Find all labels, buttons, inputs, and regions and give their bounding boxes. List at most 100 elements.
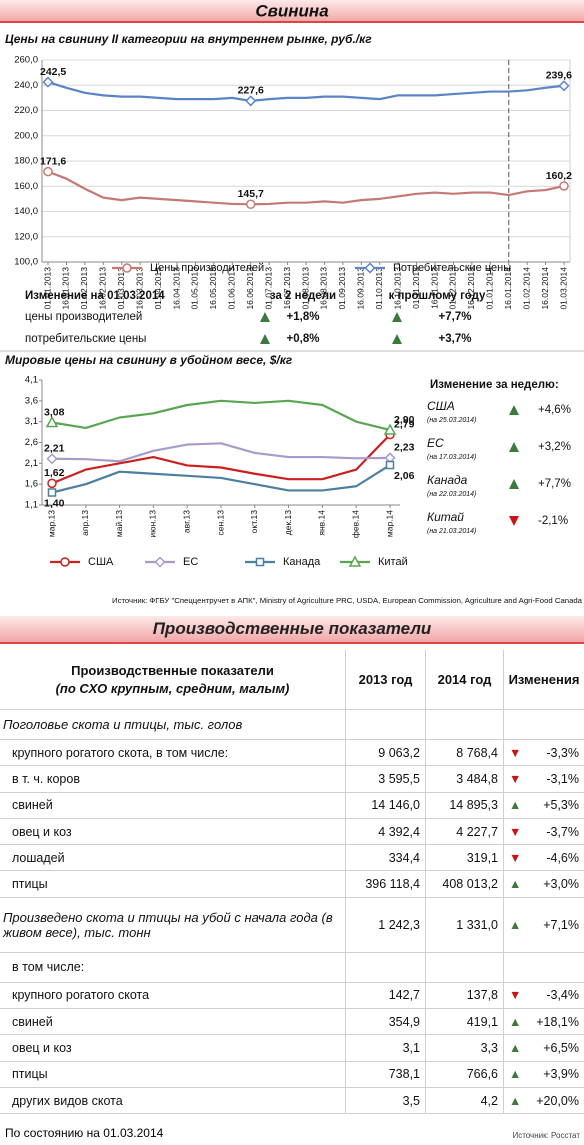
- charts-panel: Свинина Цены на свинину II категории на …: [0, 0, 584, 605]
- change-value: +3,0%: [543, 877, 579, 892]
- x-tick-label: дек.13: [283, 510, 293, 535]
- column-header: 2014 год: [437, 672, 492, 687]
- marker: [46, 453, 58, 465]
- arrow-up: [260, 334, 270, 344]
- change-value: +3,9%: [543, 1067, 579, 1082]
- value-cell: 14 895,3: [425, 792, 503, 818]
- arrow-up: ▲: [509, 798, 522, 813]
- weekly-name: ЕС: [427, 436, 444, 450]
- value-2014: 8 768,4: [456, 745, 498, 760]
- value-2013: 396 118,4: [365, 877, 420, 892]
- change-row-label: потребительские цены: [25, 333, 146, 345]
- weekly-date: (на 25.03.2014): [427, 417, 476, 424]
- table-row: птицы 738,1 766,6 ▲ +3,9%: [0, 1061, 584, 1088]
- x-tick-label: 01.02.2013: [79, 267, 89, 310]
- arrow-up: [509, 405, 519, 415]
- marker: [43, 166, 53, 177]
- data-label: 242,5: [40, 66, 66, 78]
- table-row: в том числе:: [0, 952, 584, 983]
- value-2013: 3,5: [402, 1093, 420, 1108]
- weekly-value: -2,1%: [538, 515, 568, 527]
- x-tick-label: 01.08.2013: [300, 267, 310, 310]
- x-tick-label: 16.05.2013: [208, 267, 218, 310]
- value-cell: 14 146,0: [345, 792, 425, 818]
- data-label: 1,40: [44, 497, 65, 509]
- x-tick-label: 16.02.2013: [98, 267, 108, 310]
- y-tick-label: 120,0: [14, 231, 38, 242]
- table: Производственные показатели (по СХО крупн…: [0, 650, 584, 1115]
- value-cell: 8 768,4: [425, 740, 503, 766]
- y-tick-label: 3,1: [25, 416, 38, 427]
- data-label: 227,6: [238, 85, 264, 97]
- row-label: других видов скота: [12, 1093, 123, 1108]
- arrow-up: ▲: [509, 1041, 522, 1056]
- x-tick-label: 16.01.2014: [503, 267, 513, 310]
- x-tick-label: мар.14: [384, 510, 394, 537]
- y-tick-label: 200,0: [14, 130, 38, 141]
- data-label: 160,2: [546, 170, 572, 182]
- change-value: -3,1%: [546, 771, 579, 786]
- row-label-cell: овец и коз: [0, 1035, 345, 1060]
- change-value: -4,6%: [546, 850, 579, 865]
- row-label: Произведено скота и птицы на убой с нача…: [3, 909, 333, 940]
- value-2014: 1 331,0: [456, 917, 498, 932]
- row-label: птицы: [12, 877, 48, 892]
- value-2014: 14 895,3: [449, 798, 498, 813]
- arrow-up: [260, 312, 270, 322]
- change-cell: ▼ -3,3%: [503, 740, 584, 766]
- change-value: +7,1%: [543, 917, 579, 932]
- arrow-up: [509, 479, 519, 489]
- value-2014: 3 484,8: [456, 771, 498, 786]
- x-tick-label: 01.01.2013: [42, 267, 52, 310]
- arrow-down: [509, 516, 519, 526]
- marker: [245, 95, 257, 107]
- value-cell: 3 595,5: [345, 766, 425, 792]
- x-tick-label: 01.11.2013: [411, 267, 421, 309]
- marker: [255, 557, 265, 567]
- chart-title: Мировые цены на свинину в убойном весе, …: [5, 353, 293, 367]
- x-tick-label: 16.10.2013: [392, 267, 402, 310]
- x-tick-label: апр.13: [80, 510, 90, 536]
- weekly-date: (на 17.03.2014): [427, 454, 476, 461]
- arrow-down: ▼: [509, 771, 522, 786]
- value-cell: [425, 952, 503, 982]
- value-cell: 1 331,0: [425, 897, 503, 952]
- y-tick-label: 140,0: [14, 206, 38, 217]
- change-cell: ▲ +3,0%: [503, 871, 584, 897]
- data-label: 3,08: [44, 406, 65, 418]
- change-cell: ▼ -3,7%: [503, 818, 584, 845]
- change-value: +1,8%: [287, 311, 320, 323]
- value-2013: 14 146,0: [371, 798, 420, 813]
- x-tick-label: янв.14: [317, 510, 327, 536]
- value-cell: 766,6: [425, 1061, 503, 1087]
- marker: [45, 415, 59, 428]
- data-label: 145,7: [238, 188, 264, 200]
- value-2014: 4 227,7: [456, 824, 498, 839]
- series-line: [51, 464, 391, 494]
- x-tick-label: 16.07.2013: [282, 267, 292, 310]
- marker: [42, 76, 54, 88]
- row-label-cell: крупного рогатого скота: [0, 983, 345, 1008]
- arrow-down: ▼: [509, 824, 522, 839]
- marker: [364, 262, 376, 274]
- x-tick-label: 16.12.2013: [466, 267, 476, 310]
- table-row: Произведено скота и птицы на убой с нача…: [0, 897, 584, 953]
- arrow-up: [392, 334, 402, 344]
- value-2014: 766,6: [466, 1067, 498, 1082]
- value-cell: 4,2: [425, 1087, 503, 1114]
- row-label: в том числе:: [12, 960, 85, 975]
- value-cell: 334,4: [345, 845, 425, 871]
- change-value: -3,7%: [546, 824, 579, 839]
- change-value: +0,8%: [287, 333, 320, 345]
- value-2013: 3 595,5: [378, 771, 420, 786]
- row-label: лошадей: [12, 850, 65, 865]
- x-tick-label: 16.04.2013: [171, 267, 181, 310]
- header-cell: Производственные показатели (по СХО крупн…: [0, 650, 345, 709]
- row-label-cell: свиней: [0, 793, 345, 818]
- value-2014: 319,1: [466, 850, 498, 865]
- table-row: лошадей 334,4 319,1 ▼ -4,6%: [0, 845, 584, 872]
- footer-date: По состоянию на 01.03.2014: [5, 1126, 164, 1140]
- arrow-up: ▲: [509, 1093, 522, 1108]
- x-tick-label: июн.13: [148, 510, 158, 538]
